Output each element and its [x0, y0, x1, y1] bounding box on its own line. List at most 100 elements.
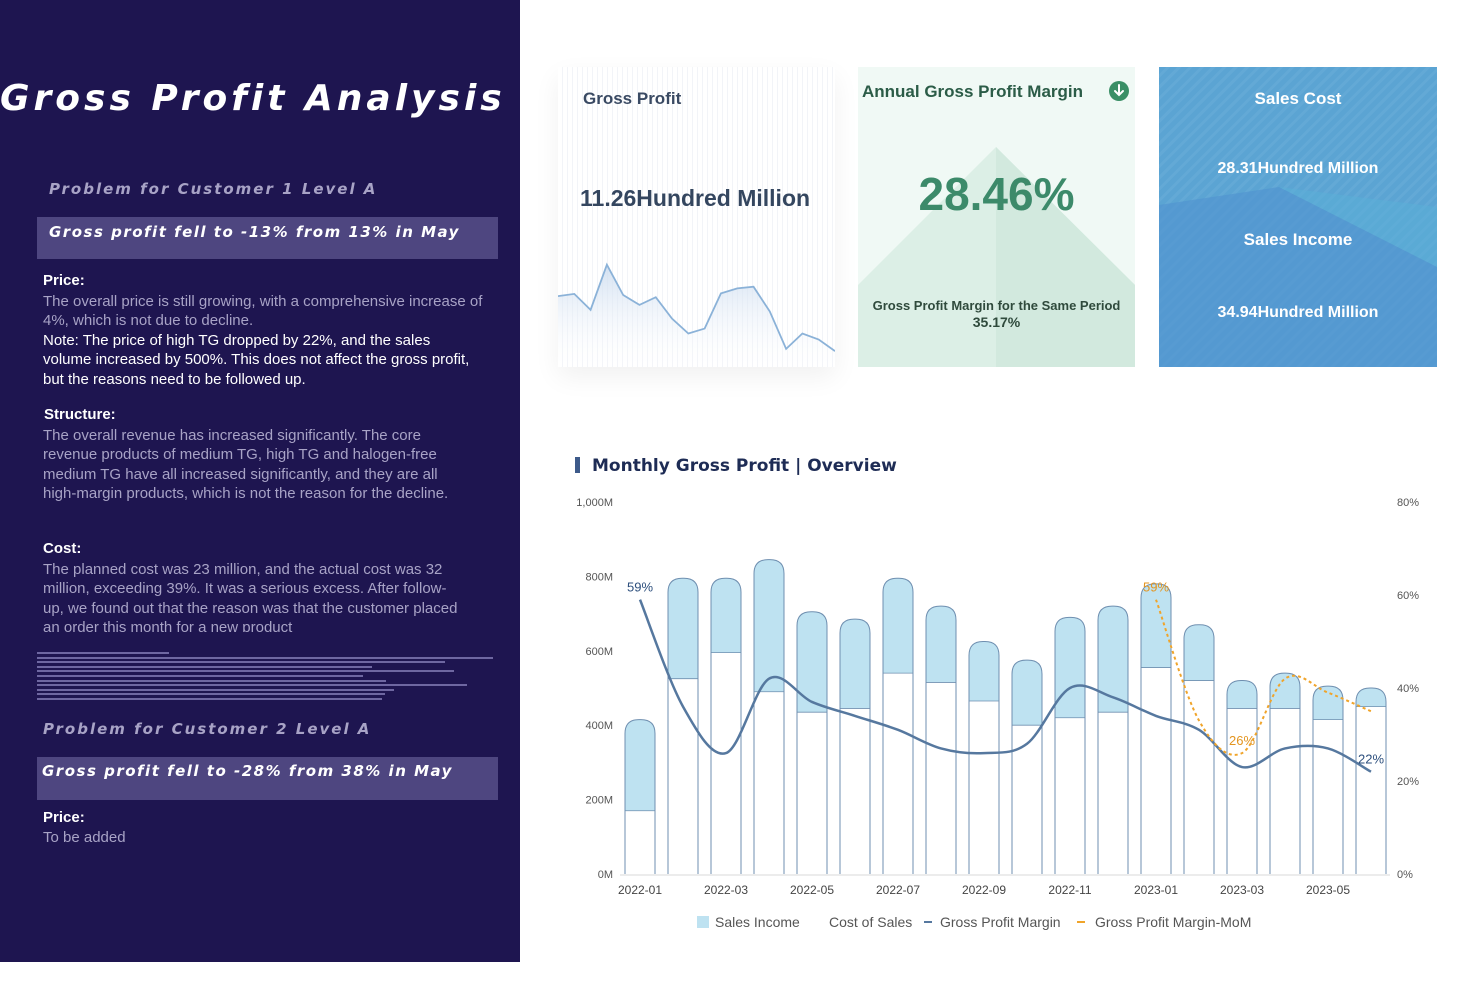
cost-of-sales-bar — [711, 652, 741, 874]
sales-income-value: 34.94Hundred Million — [1217, 304, 1379, 321]
sales-income-bar-outline — [1054, 616, 1086, 874]
gross-profit-value: 11.26Hundred Million — [580, 185, 811, 211]
data-label: 59% — [1143, 580, 1169, 595]
sales-income-bar-outline — [1312, 685, 1344, 874]
y-right-tick: 80% — [1397, 497, 1419, 509]
gross-profit-margin-mom-line — [1155, 599, 1372, 756]
cost-of-sales-bar — [840, 708, 870, 874]
data-label: 59% — [627, 580, 653, 595]
sales-income-bar-outline — [1226, 680, 1258, 874]
customer2-banner-text: Gross profit fell to -28% from 38% in Ma… — [42, 762, 453, 780]
cost-of-sales-bar — [1098, 712, 1128, 874]
cost-of-sales-bar — [754, 691, 784, 874]
legend-label-gross-profit-margin-mom: Gross Profit Margin-MoM — [1095, 914, 1251, 930]
cost-of-sales-bar — [1184, 680, 1214, 874]
x-tick-label: 2023-03 — [1220, 883, 1264, 897]
cost-of-sales-bar — [969, 701, 999, 874]
sales-income-bar-outline — [753, 559, 785, 874]
data-label: 26% — [1229, 733, 1255, 748]
sales-income-bar-outline — [1183, 624, 1215, 874]
sales-income-bar-outline — [925, 605, 957, 874]
y-left-tick: 1,000M — [576, 497, 613, 509]
y-left-tick: 0M — [598, 869, 613, 881]
x-tick-label: 2022-07 — [876, 883, 920, 897]
customer1-structure-text: The overall revenue has increased signif… — [43, 427, 449, 503]
x-tick-label: 2022-09 — [962, 883, 1006, 897]
sales-cost-label: Sales Cost — [1254, 89, 1342, 108]
x-tick-label: 2022-11 — [1048, 883, 1091, 897]
sales-income-bar-outline — [667, 577, 699, 874]
margin-value: 28.46% — [918, 168, 1075, 220]
sales-income-bar-outline — [968, 641, 1000, 874]
y-left-tick: 200M — [585, 795, 613, 807]
y-right-tick: 40% — [1397, 683, 1419, 695]
legend-swatch-sales-income — [697, 916, 709, 928]
legend-label-gross-profit-margin: Gross Profit Margin — [940, 914, 1061, 930]
chart-title-text: Monthly Gross Profit | Overview — [592, 456, 897, 476]
sparkline-line — [558, 262, 835, 352]
sales-card-shading — [1159, 187, 1437, 367]
legend-label-cost-of-sales: Cost of Sales — [829, 914, 912, 930]
cost-of-sales-bar — [625, 810, 655, 874]
sales-income-bar-outline — [1011, 659, 1043, 874]
monthly-gross-profit-chart: 0M 200M 400M 600M 800M 1,000M 0% 20% 40% 60% 80% 20… — [576, 497, 1419, 930]
customer1-banner: Gross profit fell to -13% from 13% in Ma… — [37, 217, 498, 259]
sales-income-bar-outline — [1355, 687, 1387, 874]
cost-of-sales-bar — [1141, 667, 1171, 874]
customer1-cost-heading-visible: Cost: — [43, 540, 82, 557]
analysis-panel: Gross Profit Analysis Problem for Custom… — [0, 0, 520, 962]
customer1-price-note: Note: The price of high TG dropped by 22… — [43, 332, 470, 388]
x-tick-label: 2023-01 — [1134, 883, 1178, 897]
gross-profit-title: Gross Profit — [583, 89, 682, 108]
sales-income-bar-outline — [710, 577, 742, 874]
customer1-banner-text: Gross profit fell to -13% from 13% in Ma… — [49, 223, 460, 241]
arrow-down-circle-icon — [1109, 81, 1129, 101]
sparkline-area — [558, 264, 835, 367]
cost-of-sales-bar — [1313, 719, 1343, 874]
customer2-price-text: To be added — [43, 829, 126, 846]
y-right-tick: 0% — [1397, 869, 1413, 881]
gross-profit-sparkline — [558, 262, 835, 367]
cost-of-sales-bar — [1356, 706, 1386, 874]
legend-label-sales-income: Sales Income — [715, 914, 800, 930]
gross-profit-card: Gross Profit 11.26Hundred Million — [558, 67, 835, 367]
customer2-problem-heading: Problem for Customer 2 Level A — [43, 720, 372, 738]
margin-card-mountain — [858, 147, 1135, 367]
x-tick-label: 2023-05 — [1306, 883, 1350, 897]
sales-income-bar-outline — [1269, 672, 1301, 874]
x-tick-label: 2022-03 — [704, 883, 748, 897]
y-right-tick: 20% — [1397, 776, 1419, 788]
x-tick-label: 2022-01 — [618, 883, 662, 897]
sales-income-bar-outline — [882, 577, 914, 874]
gross-profit-margin-line — [638, 599, 1372, 773]
chart-title: Monthly Gross Profit | Overview — [575, 456, 897, 476]
customer1-structure-heading: Structure: — [44, 406, 116, 423]
cost-of-sales-bar — [1055, 717, 1085, 874]
cost-of-sales-bar — [1270, 708, 1300, 874]
y-left-tick: 400M — [585, 720, 613, 732]
scan-lines-decoration — [37, 652, 493, 703]
customer1-price-heading: Price: — [43, 272, 85, 289]
cost-section-clip: Cost: The planned cost was 23 million, a… — [0, 558, 520, 632]
customer2-banner: Gross profit fell to -28% from 38% in Ma… — [37, 757, 498, 800]
customer2-price-heading: Price: — [43, 809, 85, 826]
sales-income-label: Sales Income — [1243, 230, 1353, 249]
sales-income-bar-outline — [1140, 583, 1172, 874]
cost-of-sales-bar — [1012, 725, 1042, 874]
sales-income-bar-outline — [624, 719, 656, 874]
margin-same-period-value: 35.17% — [972, 314, 1021, 330]
margin-card: Annual Gross Profit Margin 28.46% Gross … — [858, 67, 1135, 367]
sales-income-bar-outline — [796, 611, 828, 874]
x-tick-label: 2022-05 — [790, 883, 834, 897]
customer1-problem-heading: Problem for Customer 1 Level A — [49, 180, 378, 198]
sales-card: Sales Cost 28.31Hundred Million Sales In… — [1159, 67, 1437, 367]
y-right-tick: 60% — [1397, 590, 1419, 602]
customer1-cost-text: The planned cost was 23 million, and the… — [43, 561, 458, 632]
margin-title: Annual Gross Profit Margin — [862, 82, 1084, 101]
y-left-tick: 600M — [585, 646, 613, 658]
cost-of-sales-bar — [926, 682, 956, 874]
page-title: Gross Profit Analysis — [0, 78, 506, 119]
sales-income-bar-outline — [839, 618, 871, 874]
cost-of-sales-bar — [883, 673, 913, 874]
sales-cost-value: 28.31Hundred Million — [1217, 160, 1379, 177]
